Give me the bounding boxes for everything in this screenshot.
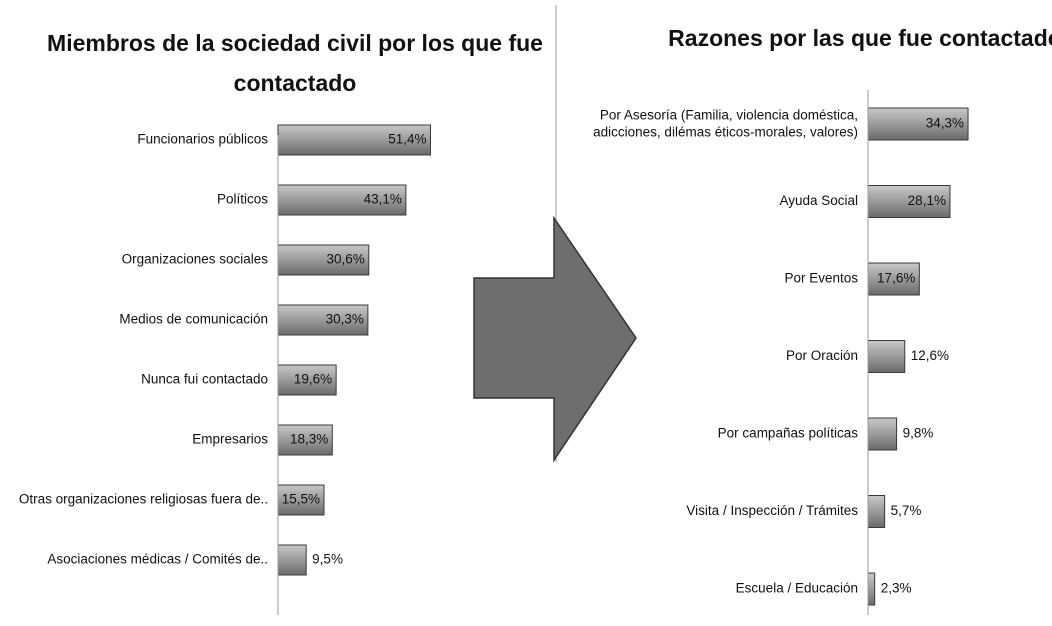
- category-label: Otras organizaciones religiosas fuera de…: [19, 492, 268, 507]
- value-label: 28,1%: [908, 193, 946, 208]
- category-label: Ayuda Social: [779, 193, 858, 208]
- value-label: 43,1%: [364, 192, 402, 207]
- bar: [277, 184, 407, 216]
- value-label: 30,6%: [326, 252, 364, 267]
- bar: [867, 572, 876, 606]
- value-label: 34,3%: [926, 116, 964, 131]
- bar: [277, 424, 333, 456]
- bar: [277, 304, 369, 336]
- category-label: Escuela / Educación: [736, 581, 858, 596]
- bar: [867, 340, 906, 373]
- bar: [867, 185, 951, 218]
- value-label: 15,5%: [282, 492, 320, 507]
- category-label: Empresarios: [192, 432, 268, 447]
- value-label: 2,3%: [881, 581, 912, 596]
- value-label: 19,6%: [294, 372, 332, 387]
- chart-title: Razones por las que fue contactado: [668, 25, 1052, 51]
- value-label: 9,8%: [903, 426, 934, 441]
- value-label: 51,4%: [388, 132, 426, 147]
- bar: [867, 417, 898, 451]
- category-label: Medios de comunicación: [119, 312, 268, 327]
- value-label: 5,7%: [891, 503, 922, 518]
- bar: [867, 262, 920, 296]
- chart-title: Miembros de la sociedad civil por los qu…: [47, 30, 543, 96]
- bar: [867, 107, 969, 141]
- category-label: Por campañas políticas: [718, 426, 859, 441]
- category-label: Por Oración: [786, 348, 858, 363]
- category-label: Visita / Inspección / Trámites: [686, 503, 858, 518]
- category-label: Políticos: [217, 192, 268, 207]
- value-label: 30,3%: [326, 312, 364, 327]
- category-label: Asociaciones médicas / Comités de..: [47, 552, 268, 567]
- category-label: Por Asesoría (Familia, violencia domésti…: [593, 107, 858, 139]
- value-label: 18,3%: [290, 432, 328, 447]
- bar: [277, 244, 370, 276]
- category-label: Funcionarios públicos: [137, 132, 268, 147]
- category-label: Por Eventos: [784, 271, 858, 286]
- bar: [277, 124, 431, 156]
- value-label: 17,6%: [877, 271, 915, 286]
- bar: [277, 544, 307, 576]
- category-label: Organizaciones sociales: [122, 252, 269, 267]
- bar: [867, 495, 886, 528]
- category-label: Nunca fui contactado: [141, 372, 268, 387]
- arrow: [473, 215, 637, 463]
- value-label: 9,5%: [312, 552, 343, 567]
- value-label: 12,6%: [911, 348, 949, 363]
